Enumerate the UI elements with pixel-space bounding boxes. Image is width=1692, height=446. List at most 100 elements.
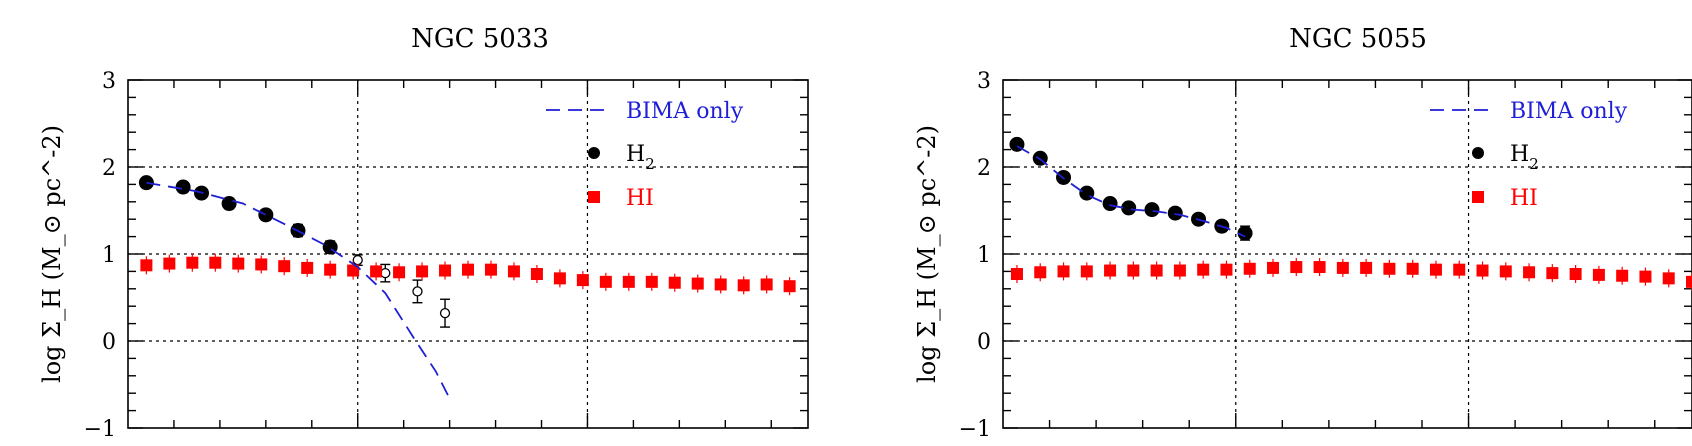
h2-point (138, 175, 154, 191)
hi-point (1569, 268, 1582, 281)
h2-point (1079, 185, 1095, 201)
bima-curve (1016, 145, 1246, 238)
hi-point (163, 257, 176, 270)
hi-point (1010, 268, 1023, 281)
hi-point (1360, 261, 1373, 274)
hi-point (1290, 261, 1303, 274)
hi-point (1080, 265, 1093, 278)
hi-point (140, 259, 153, 272)
legend-hi-swatch (588, 191, 600, 203)
h2-point (1167, 205, 1183, 221)
bima-curve (146, 181, 451, 399)
h2-point-open (412, 286, 423, 297)
hi-point (370, 265, 383, 278)
hi-point (416, 265, 429, 278)
series-h2 (138, 175, 338, 255)
y-tick-label: −1 (959, 417, 991, 442)
hi-point (1057, 265, 1070, 278)
panel-2: NGC 5055 3 2 1 0 −1 log Σ_H (M_⊙ pc^-2) BIMA on… (913, 24, 1692, 442)
legend: BIMA only H2 HI (546, 99, 744, 211)
hi-point (1592, 268, 1605, 281)
h2-point (1121, 200, 1137, 216)
series-bima-only (146, 181, 451, 399)
hi-point (1034, 266, 1047, 279)
y-tick-label: −1 (84, 417, 116, 442)
series-hi (140, 253, 796, 296)
hi-point (209, 256, 222, 269)
hi-point (1243, 262, 1256, 275)
hi-point (783, 280, 796, 293)
legend-h2-label: H2 (626, 142, 655, 173)
hi-point (1523, 266, 1536, 279)
legend-h2-label: H2 (1510, 142, 1539, 173)
y-tick-label: 2 (977, 156, 991, 181)
legend-hi-swatch (1472, 191, 1484, 203)
hi-point (1639, 270, 1652, 283)
legend-hi-label: HI (626, 186, 654, 211)
hi-point (324, 263, 337, 276)
y-tick-label: 2 (102, 156, 116, 181)
h2-point-open (380, 267, 391, 279)
hi-point (1453, 263, 1466, 276)
legend-h2-swatch (1472, 147, 1484, 159)
hi-point (1150, 264, 1163, 277)
h2-point (258, 207, 274, 223)
hi-point (530, 268, 543, 281)
hi-point (645, 275, 658, 288)
hi-point (1662, 272, 1675, 285)
legend-h2-subscript: 2 (1529, 155, 1539, 173)
hi-point (232, 257, 245, 270)
legend-h2-swatch (588, 147, 600, 159)
hi-point (576, 274, 589, 287)
hi-point (622, 275, 635, 288)
y-tick-label: 1 (977, 243, 991, 268)
hi-point (1127, 264, 1140, 277)
hi-point (1429, 263, 1442, 276)
y-tick-label: 3 (977, 69, 991, 94)
hi-point (1546, 267, 1559, 280)
hi-point (1686, 275, 1692, 288)
hi-point (1173, 264, 1186, 277)
hi-point (714, 278, 727, 291)
h2-point (1237, 225, 1253, 241)
h2-point (1144, 202, 1160, 218)
y-axis-label: log Σ_H (M_⊙ pc^-2) (38, 125, 66, 383)
chart-title: NGC 5033 (411, 24, 549, 54)
hi-point (668, 276, 681, 289)
hi-point (255, 258, 268, 271)
hi-point (439, 264, 452, 277)
hi-point (1197, 263, 1210, 276)
hi-point (393, 266, 406, 279)
h2-point (1102, 196, 1118, 212)
hi-point (1336, 261, 1349, 274)
hi-point (1616, 269, 1629, 282)
hi-point (1313, 261, 1326, 274)
legend-hi-label: HI (1510, 186, 1538, 211)
hi-point (186, 256, 199, 269)
hi-point (599, 275, 612, 288)
y-tick-label: 0 (102, 330, 116, 355)
hi-point (1383, 262, 1396, 275)
legend-bima-label: BIMA only (626, 99, 744, 124)
hi-point (553, 272, 566, 285)
plot-frame (127, 79, 809, 429)
hi-point (1476, 264, 1489, 277)
panel-1: NGC 5033 3 2 1 0 −1 log Σ_H (M_⊙ pc^-2) BIMA on… (38, 24, 809, 442)
hi-point (301, 261, 314, 274)
series-h2 (352, 254, 451, 328)
series-bima-only (1016, 145, 1246, 238)
hi-point (1406, 262, 1419, 275)
legend-bima-label: BIMA only (1510, 99, 1628, 124)
series-hi (1010, 258, 1692, 291)
hi-point (347, 264, 360, 277)
hi-point (737, 279, 750, 292)
hi-point (507, 265, 520, 278)
series-h2 (1009, 136, 1253, 241)
hi-point (278, 260, 291, 273)
h2-point-open (439, 308, 451, 319)
hi-point (1104, 264, 1117, 277)
hi-point (462, 263, 474, 276)
y-tick-label: 0 (977, 330, 991, 355)
hi-point (1267, 261, 1280, 274)
